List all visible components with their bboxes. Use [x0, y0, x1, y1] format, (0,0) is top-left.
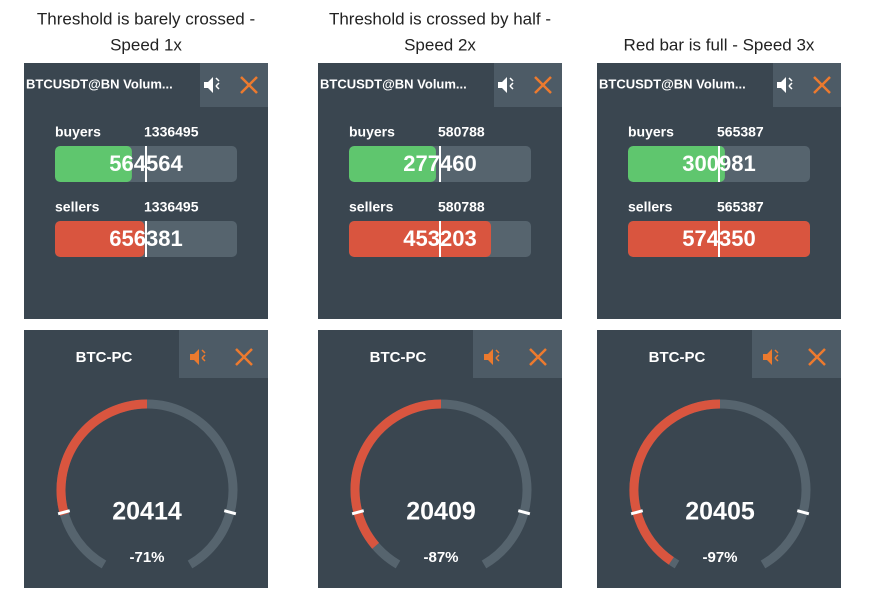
speaker-icon: [777, 77, 786, 93]
widget-title: BTCUSDT@BN Volum...: [320, 76, 467, 91]
row-label: sellers: [55, 199, 100, 215]
close-icon: [235, 348, 253, 366]
widget-title: BTCUSDT@BN Volum...: [26, 76, 173, 91]
bar: [349, 146, 436, 182]
row-label: sellers: [628, 199, 673, 215]
gauge-threshold: [517, 509, 531, 516]
speaker-icon: [190, 349, 199, 365]
close-icon: [534, 76, 552, 94]
row-total: 580788: [438, 199, 485, 215]
mute-marks: [495, 349, 500, 362]
gauge-fill: [350, 399, 442, 549]
gauge-widget: BTC-PC 20405 -97%: [597, 330, 841, 588]
caption: Red bar is full - Speed 3x: [624, 35, 815, 54]
mute-marks: [788, 77, 793, 90]
gauge-threshold: [223, 509, 237, 516]
row-total: 1336495: [144, 124, 199, 140]
speaker-icon: [498, 77, 507, 93]
row-total: 565387: [717, 199, 764, 215]
volume-widget: BTCUSDT@BN Volum...buyers 565387300981sel…: [597, 63, 841, 319]
mute-marks: [201, 349, 206, 362]
gauge-fill: [56, 399, 148, 516]
speaker-icon: [484, 349, 493, 365]
mute-marks: [774, 349, 779, 362]
close-icon: [813, 76, 831, 94]
gauge-value: 20409: [406, 498, 476, 526]
gauge-value: 20414: [112, 498, 182, 526]
speaker-icon: [763, 349, 772, 365]
row-label: buyers: [349, 124, 395, 140]
close-icon: [240, 76, 258, 94]
row-label: buyers: [628, 124, 674, 140]
gauge-value: 20405: [685, 498, 755, 526]
gauge-widget: BTC-PC 20414 -71%: [24, 330, 268, 588]
bar: [628, 221, 810, 257]
bar: [55, 221, 145, 257]
bar: [628, 146, 725, 182]
gauge-threshold: [630, 509, 644, 516]
volume-widget: BTCUSDT@BN Volum...buyers 580788277460sel…: [318, 63, 562, 319]
gauge-percent: -71%: [129, 549, 164, 566]
row-total: 1336495: [144, 199, 199, 215]
widget-title: BTC-PC: [649, 349, 706, 366]
caption: Speed 2x: [404, 35, 476, 54]
gauge-threshold: [57, 509, 71, 516]
row-label: sellers: [349, 199, 394, 215]
close-icon: [529, 348, 547, 366]
gauge-widget: BTC-PC 20409 -87%: [318, 330, 562, 588]
widget-title: BTC-PC: [370, 349, 427, 366]
caption: Speed 1x: [110, 35, 182, 54]
row-total: 580788: [438, 124, 485, 140]
mute-marks: [509, 77, 514, 90]
gauge-threshold: [351, 509, 365, 516]
row-label: buyers: [55, 124, 101, 140]
close-icon: [808, 348, 826, 366]
gauge-fill: [629, 399, 721, 565]
volume-widget: BTCUSDT@BN Volum...buyers 1336495564564se…: [24, 63, 268, 319]
widget-title: BTCUSDT@BN Volum...: [599, 76, 746, 91]
gauge-percent: -87%: [423, 549, 458, 566]
row-total: 565387: [717, 124, 764, 140]
widget-title: BTC-PC: [76, 349, 133, 366]
speaker-icon: [204, 77, 213, 93]
gauge-percent: -97%: [702, 549, 737, 566]
bar: [55, 146, 132, 182]
mute-marks: [215, 77, 220, 90]
caption: Threshold is barely crossed -: [37, 9, 255, 28]
caption: Threshold is crossed by half -: [329, 9, 551, 28]
bar: [349, 221, 492, 257]
gauge-threshold: [796, 509, 810, 516]
